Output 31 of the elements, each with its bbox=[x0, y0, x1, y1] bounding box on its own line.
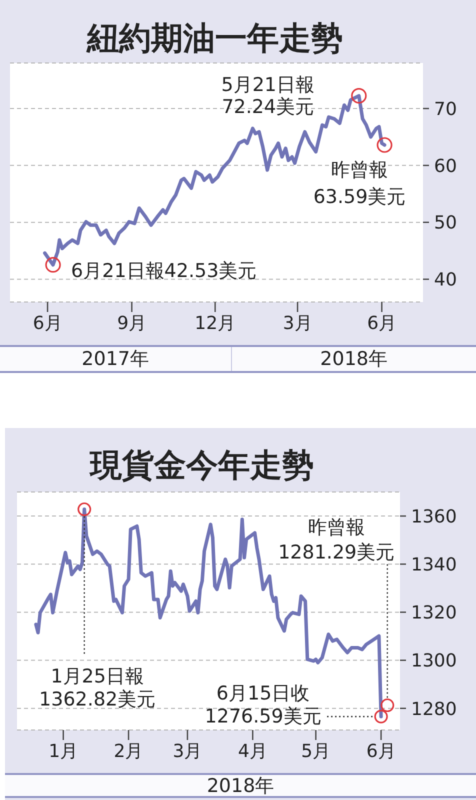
y-tick-label: 1360 bbox=[411, 506, 457, 528]
x-tick-label: 12月 bbox=[194, 312, 236, 334]
x-tick-label: 2月 bbox=[114, 740, 144, 762]
annotation: 昨曾報 1281.29美元 bbox=[278, 516, 395, 564]
text: 2018年 bbox=[206, 774, 274, 798]
x-tick-label: 6月 bbox=[367, 312, 397, 334]
y-tick-label: 40 bbox=[434, 270, 457, 291]
y-tick-label: 1320 bbox=[411, 602, 457, 624]
x-tick-label: 6月 bbox=[32, 312, 62, 334]
y-tick-label: 1300 bbox=[411, 650, 457, 672]
x-tick-label: 6月 bbox=[366, 740, 396, 762]
y-tick-label: 1280 bbox=[411, 698, 457, 720]
x-tick-label: 3月 bbox=[172, 740, 202, 762]
annotation: 1月25日報 1362.82美元 bbox=[39, 665, 156, 710]
x-tick-label: 5月 bbox=[301, 740, 331, 762]
x-tick-label: 4月 bbox=[238, 740, 268, 762]
chart-title: 現貨金今年走勢 bbox=[90, 445, 314, 485]
y-tick-label: 1340 bbox=[411, 554, 457, 576]
annotation: 6月21日報42.53美元 bbox=[71, 260, 257, 282]
annotation: 6月15日收 1276.59美元 bbox=[204, 682, 322, 728]
annotation: 5月21日報 72.24美元 bbox=[221, 74, 315, 118]
text: 2018年 bbox=[320, 347, 388, 372]
x-tick-label: 1月 bbox=[48, 740, 78, 762]
y-tick-label: 60 bbox=[434, 156, 457, 177]
x-tick-label: 9月 bbox=[117, 312, 147, 334]
y-tick-label: 70 bbox=[434, 98, 457, 120]
y-tick-label: 50 bbox=[434, 212, 457, 234]
chart-title: 紐約期油一年走勢 bbox=[87, 18, 343, 58]
text: 2017年 bbox=[82, 347, 150, 372]
annotation: 昨曾報 63.59美元 bbox=[313, 159, 406, 208]
x-tick-label: 3月 bbox=[282, 312, 312, 334]
